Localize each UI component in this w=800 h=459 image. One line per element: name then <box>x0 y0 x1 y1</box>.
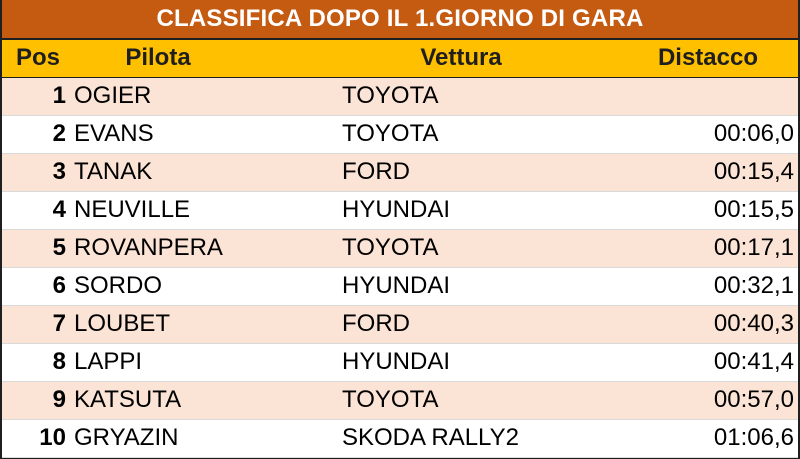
table-row: 2 EVANS TOYOTA 00:06,0 <box>2 115 798 154</box>
table-row: 5 ROVANPERA TOYOTA 00:17,1 <box>2 229 798 268</box>
cell-pos: 8 <box>2 343 72 382</box>
cell-pos: 5 <box>2 229 72 268</box>
cell-gap: 00:40,3 <box>608 305 798 344</box>
table-row: 6 SORDO HYUNDAI 00:32,1 <box>2 267 798 306</box>
cell-car: TOYOTA <box>334 229 608 268</box>
cell-pos: 1 <box>2 77 72 116</box>
cell-car: HYUNDAI <box>334 343 608 382</box>
cell-gap: 00:15,4 <box>608 153 798 192</box>
cell-pilot: ROVANPERA <box>72 229 334 268</box>
cell-pilot: OGIER <box>72 77 334 116</box>
header-row: Pos Pilota Vettura Distacco <box>2 40 798 78</box>
table-row: 7 LOUBET FORD 00:40,3 <box>2 305 798 344</box>
table-row: 9 KATSUTA TOYOTA 00:57,0 <box>2 381 798 420</box>
cell-pos: 7 <box>2 305 72 344</box>
header-pos: Pos <box>2 40 72 78</box>
header-car: Vettura <box>334 40 608 78</box>
cell-pilot: LAPPI <box>72 343 334 382</box>
cell-pilot: EVANS <box>72 115 334 154</box>
header-pilot: Pilota <box>72 40 334 78</box>
cell-pos: 6 <box>2 267 72 306</box>
table-row: 4 NEUVILLE HYUNDAI 00:15,5 <box>2 191 798 230</box>
cell-pos: 9 <box>2 381 72 420</box>
cell-gap: 00:15,5 <box>608 191 798 230</box>
cell-pilot: KATSUTA <box>72 381 334 420</box>
cell-pilot: GRYAZIN <box>72 419 334 458</box>
cell-pilot: TANAK <box>72 153 334 192</box>
cell-pilot: SORDO <box>72 267 334 306</box>
cell-pos: 4 <box>2 191 72 230</box>
cell-car: TOYOTA <box>334 115 608 154</box>
table-row: 10 GRYAZIN SKODA RALLY2 01:06,6 <box>2 419 798 458</box>
cell-gap: 01:06,6 <box>608 419 798 458</box>
header-gap: Distacco <box>608 40 798 78</box>
cell-gap: 00:06,0 <box>608 115 798 154</box>
cell-car: HYUNDAI <box>334 267 608 306</box>
cell-car: SKODA RALLY2 <box>334 419 608 458</box>
table-title: CLASSIFICA DOPO IL 1.GIORNO DI GARA <box>2 0 798 40</box>
cell-gap: 00:17,1 <box>608 229 798 268</box>
cell-pilot: LOUBET <box>72 305 334 344</box>
cell-gap: 00:57,0 <box>608 381 798 420</box>
cell-car: FORD <box>334 305 608 344</box>
cell-gap: 00:41,4 <box>608 343 798 382</box>
cell-gap: 00:32,1 <box>608 267 798 306</box>
cell-gap <box>608 77 798 116</box>
table-row: 1 OGIER TOYOTA <box>2 77 798 116</box>
standings-table: Pos Pilota Vettura Distacco 1 OGIER TOYO… <box>2 40 798 458</box>
table-row: 8 LAPPI HYUNDAI 00:41,4 <box>2 343 798 382</box>
cell-pos: 2 <box>2 115 72 154</box>
standings-body: 1 OGIER TOYOTA 2 EVANS TOYOTA 00:06,0 3 … <box>2 77 798 458</box>
cell-car: TOYOTA <box>334 77 608 116</box>
cell-pilot: NEUVILLE <box>72 191 334 230</box>
cell-pos: 10 <box>2 419 72 458</box>
cell-car: FORD <box>334 153 608 192</box>
cell-car: HYUNDAI <box>334 191 608 230</box>
cell-pos: 3 <box>2 153 72 192</box>
table-row: 3 TANAK FORD 00:15,4 <box>2 153 798 192</box>
cell-car: TOYOTA <box>334 381 608 420</box>
